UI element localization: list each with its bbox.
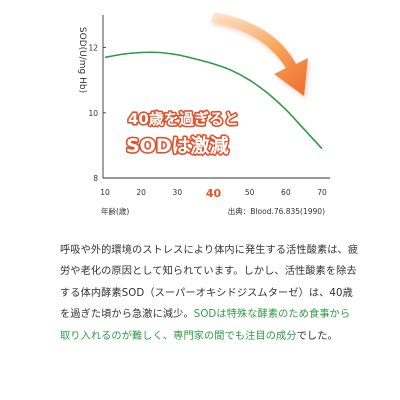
x-tick-label: 20 xyxy=(136,188,146,197)
annotation-line-1: 40歳を過ぎると xyxy=(128,110,239,128)
sod-series-line xyxy=(104,51,323,150)
x-tick-label: 30 xyxy=(173,188,183,197)
source-credit: 出典：Blood.76.835(1990) xyxy=(228,206,325,216)
body-text: 呼吸や外的環境のストレスにより体内に発生する活性酸素は、疲労や老化の原因として知… xyxy=(60,245,359,321)
x-axis-title: 年齢(歳) xyxy=(101,206,129,216)
y-tick-label: 8 xyxy=(93,174,98,183)
y-axis-title: SOD(U/mg Hb) xyxy=(77,27,87,93)
y-tick-label: 12 xyxy=(88,44,98,53)
body-text: でした。 xyxy=(296,330,338,342)
x-tick-label: 10 xyxy=(100,188,110,197)
x-tick-label: 50 xyxy=(245,188,255,197)
y-tick-label: 10 xyxy=(88,109,98,118)
description-paragraph: 呼吸や外的環境のストレスにより体内に発生する活性酸素は、疲労や老化の原因として知… xyxy=(60,240,360,347)
x-tick-label: 70 xyxy=(317,188,327,197)
x-tick-label-highlight: 40 xyxy=(206,187,222,200)
x-tick-label: 60 xyxy=(281,188,291,197)
decline-arrow-icon xyxy=(210,12,310,99)
annotation-line-2: SODは激減 xyxy=(126,134,229,157)
highlight-text: SODは特殊な酵素のため食事から取り入れるのが難しく、専門家の間でも注目の成分 xyxy=(60,309,351,342)
